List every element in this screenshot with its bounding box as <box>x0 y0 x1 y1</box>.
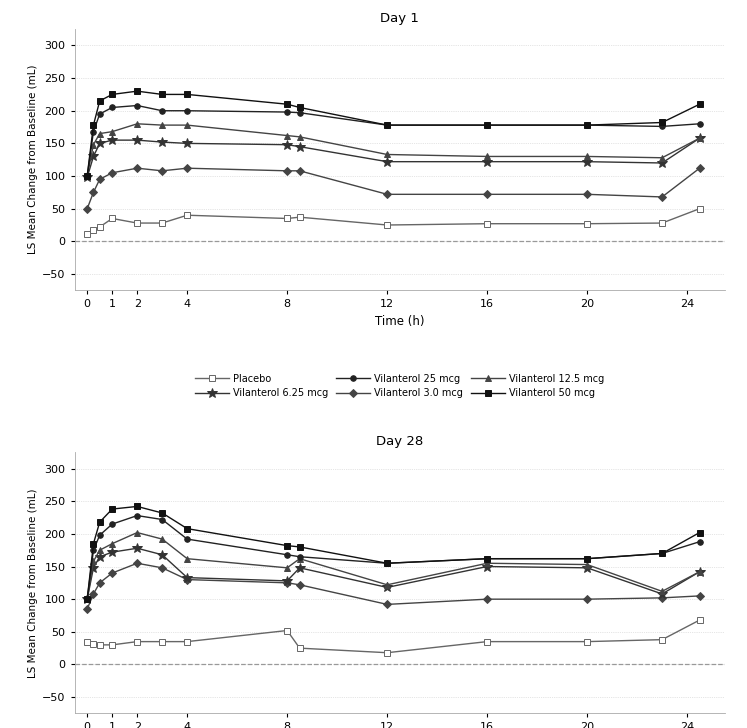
Title: Day 28: Day 28 <box>376 435 424 448</box>
Title: Day 1: Day 1 <box>380 12 419 25</box>
Y-axis label: LS Mean Change from Baseline (mL): LS Mean Change from Baseline (mL) <box>28 488 38 678</box>
X-axis label: Time (h): Time (h) <box>375 315 424 328</box>
Legend: Placebo, Vilanterol 6.25 mcg, Vilanterol 25 mcg, Vilanterol 3.0 mcg, Vilanterol : Placebo, Vilanterol 6.25 mcg, Vilanterol… <box>195 373 604 398</box>
Y-axis label: LS Mean Change from Baseline (mL): LS Mean Change from Baseline (mL) <box>28 65 38 255</box>
